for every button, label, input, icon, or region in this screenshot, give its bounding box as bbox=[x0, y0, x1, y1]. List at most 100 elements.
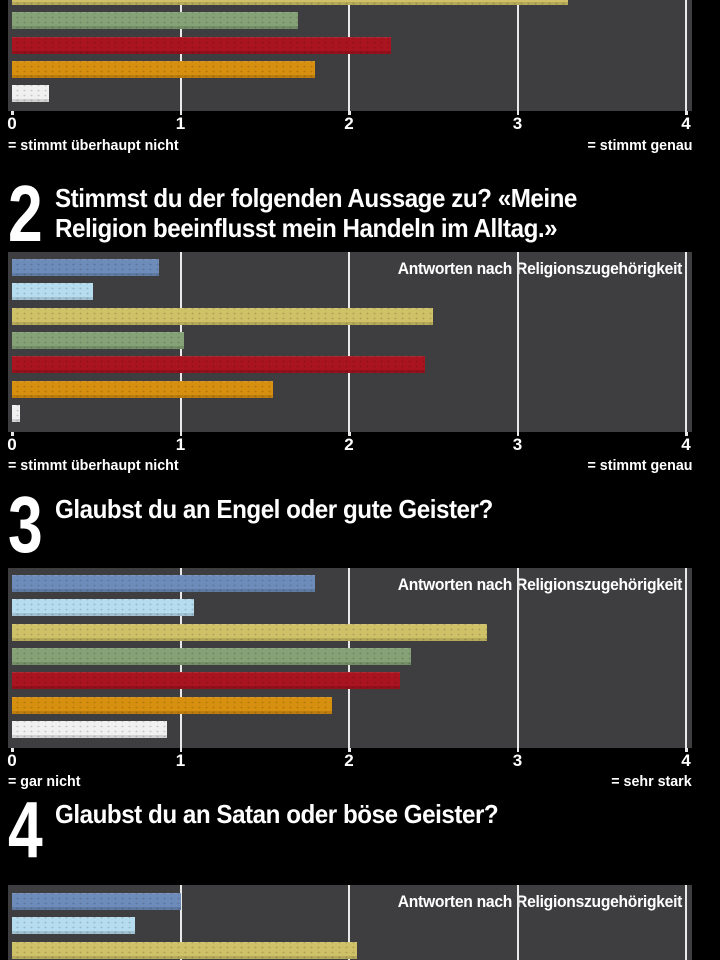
bar-chart-q3: Antworten nach Religionszugehörigkeit bbox=[8, 568, 692, 748]
chart-bar-orange bbox=[12, 60, 316, 78]
question-title-line: Stimmst du der folgenden Aussage zu? «Me… bbox=[55, 183, 577, 213]
bar-chart-q4: Antworten nach Religionszugehörigkeit bbox=[8, 885, 692, 960]
question-title: Glaubst du an Satan oder böse Geister? bbox=[55, 797, 666, 829]
gridline bbox=[516, 252, 519, 432]
question-title: Stimmst du der folgenden Aussage zu? «Me… bbox=[55, 181, 666, 243]
chart-inset-label: Antworten nach Religionszugehörigkeit bbox=[397, 259, 683, 278]
question-heading-3: 3 Glaubst du an Engel oder gute Geister? bbox=[8, 485, 712, 565]
tick-stub bbox=[685, 111, 688, 115]
axis-tick-label: 3 bbox=[512, 114, 523, 133]
axis-max-label: = sehr stark bbox=[611, 773, 692, 790]
axis-tick-label: 4 bbox=[681, 435, 691, 454]
chart-bar-steel_blue bbox=[12, 259, 159, 276]
tick-stub bbox=[348, 432, 351, 436]
chart-bar-light_blue bbox=[12, 599, 194, 617]
chart-bar-yellow bbox=[12, 307, 434, 325]
axis-captions: = stimmt überhaupt nicht = stimmt genau bbox=[8, 457, 692, 474]
gridline bbox=[685, 885, 687, 960]
tick-stub bbox=[11, 432, 14, 436]
axis-tick-label: 0 bbox=[7, 435, 17, 454]
chart-bar-red bbox=[12, 672, 400, 690]
axis-tick-label: 2 bbox=[344, 751, 354, 770]
chart-bar-red bbox=[12, 36, 392, 54]
axis-tick-label: 2 bbox=[344, 435, 354, 454]
question-heading-4: 4 Glaubst du an Satan oder böse Geister? bbox=[8, 790, 712, 870]
chart-bar-light_blue bbox=[12, 283, 93, 301]
chart-bar-green bbox=[12, 331, 184, 349]
gridline bbox=[179, 0, 182, 111]
axis-captions: = gar nicht = sehr stark bbox=[8, 773, 692, 790]
gridline bbox=[348, 885, 350, 960]
axis-tick-label: 0 bbox=[7, 114, 17, 133]
tick-stub bbox=[516, 748, 519, 752]
gridline bbox=[516, 885, 519, 960]
tick-stub bbox=[179, 111, 182, 115]
axis-min-label: = stimmt überhaupt nicht bbox=[8, 457, 179, 474]
axis-tick-stubs bbox=[8, 748, 692, 752]
chart-bar-orange bbox=[12, 696, 333, 714]
chart-bar-yellow bbox=[12, 0, 569, 5]
axis-tick-label: 4 bbox=[681, 751, 691, 770]
question-title-line: Glaubst du an Satan oder böse Geister? bbox=[55, 799, 499, 829]
question-title-line: Religion beeinflusst mein Handeln im All… bbox=[55, 213, 558, 243]
chart-bar-red bbox=[12, 356, 425, 374]
chart-bar-white bbox=[12, 404, 21, 422]
axis-tick-label: 3 bbox=[512, 435, 523, 454]
axis-tick-stubs bbox=[8, 111, 692, 115]
gridline bbox=[516, 0, 519, 111]
axis-tick-labels: 0 1 2 3 4 bbox=[7, 114, 698, 134]
chart-inset-label: Antworten nach Religionszugehörigkeit bbox=[397, 892, 683, 911]
axis-max-label: = stimmt genau bbox=[587, 457, 692, 474]
tick-stub bbox=[179, 432, 182, 436]
axis-min-label: = gar nicht bbox=[8, 773, 81, 790]
axis-tick-label: 3 bbox=[512, 751, 523, 770]
axis-tick-label: 1 bbox=[175, 435, 186, 454]
bar-chart-q2: Antworten nach Religionszugehörigkeit bbox=[8, 252, 692, 432]
chart-bar-yellow bbox=[12, 623, 488, 641]
gridline bbox=[348, 0, 350, 111]
axis-tick-labels: 0 1 2 3 4 bbox=[7, 751, 698, 771]
chart-inset-label: Antworten nach Religionszugehörigkeit bbox=[397, 575, 683, 594]
axis-tick-label: 1 bbox=[175, 114, 186, 133]
axis-tick-label: 4 bbox=[681, 114, 691, 133]
axis-tick-labels: 0 1 2 3 4 bbox=[7, 435, 698, 455]
tick-stub bbox=[516, 111, 519, 115]
question-title-line: Glaubst du an Engel oder gute Geister? bbox=[55, 494, 493, 524]
bar-chart-q1 bbox=[8, 0, 692, 111]
chart-bar-white bbox=[12, 85, 50, 103]
tick-stub bbox=[516, 432, 519, 436]
gridline bbox=[516, 568, 519, 748]
chart-bar-green bbox=[12, 647, 412, 665]
chart-bar-green bbox=[12, 12, 299, 30]
gridline bbox=[179, 885, 182, 960]
axis-min-label: = stimmt überhaupt nicht bbox=[8, 137, 179, 154]
tick-stub bbox=[685, 748, 688, 752]
chart-bar-yellow bbox=[12, 941, 358, 959]
gridline bbox=[685, 252, 687, 432]
question-number: 4 bbox=[8, 785, 43, 874]
tick-stub bbox=[11, 111, 14, 115]
tick-stub bbox=[685, 432, 688, 436]
question-number: 3 bbox=[8, 480, 43, 569]
gridline bbox=[348, 252, 350, 432]
gridline bbox=[685, 0, 687, 111]
tick-stub bbox=[348, 748, 351, 752]
tick-stub bbox=[11, 748, 14, 752]
chart-bar-white bbox=[12, 720, 168, 738]
chart-bar-orange bbox=[12, 380, 274, 398]
axis-tick-stubs bbox=[8, 432, 692, 436]
gridline bbox=[685, 568, 687, 748]
axis-captions: = stimmt überhaupt nicht = stimmt genau bbox=[8, 137, 692, 154]
question-heading-2: 2 Stimmst du der folgenden Aussage zu? «… bbox=[8, 174, 712, 254]
tick-stub bbox=[348, 111, 351, 115]
chart-bar-light_blue bbox=[12, 917, 135, 935]
chart-bar-steel_blue bbox=[12, 575, 316, 592]
axis-tick-label: 0 bbox=[7, 751, 17, 770]
chart-bar-steel_blue bbox=[12, 893, 181, 910]
axis-tick-label: 1 bbox=[175, 751, 186, 770]
axis-tick-label: 2 bbox=[344, 114, 354, 133]
axis-max-label: = stimmt genau bbox=[587, 137, 692, 154]
tick-stub bbox=[179, 748, 182, 752]
question-title: Glaubst du an Engel oder gute Geister? bbox=[55, 492, 666, 524]
